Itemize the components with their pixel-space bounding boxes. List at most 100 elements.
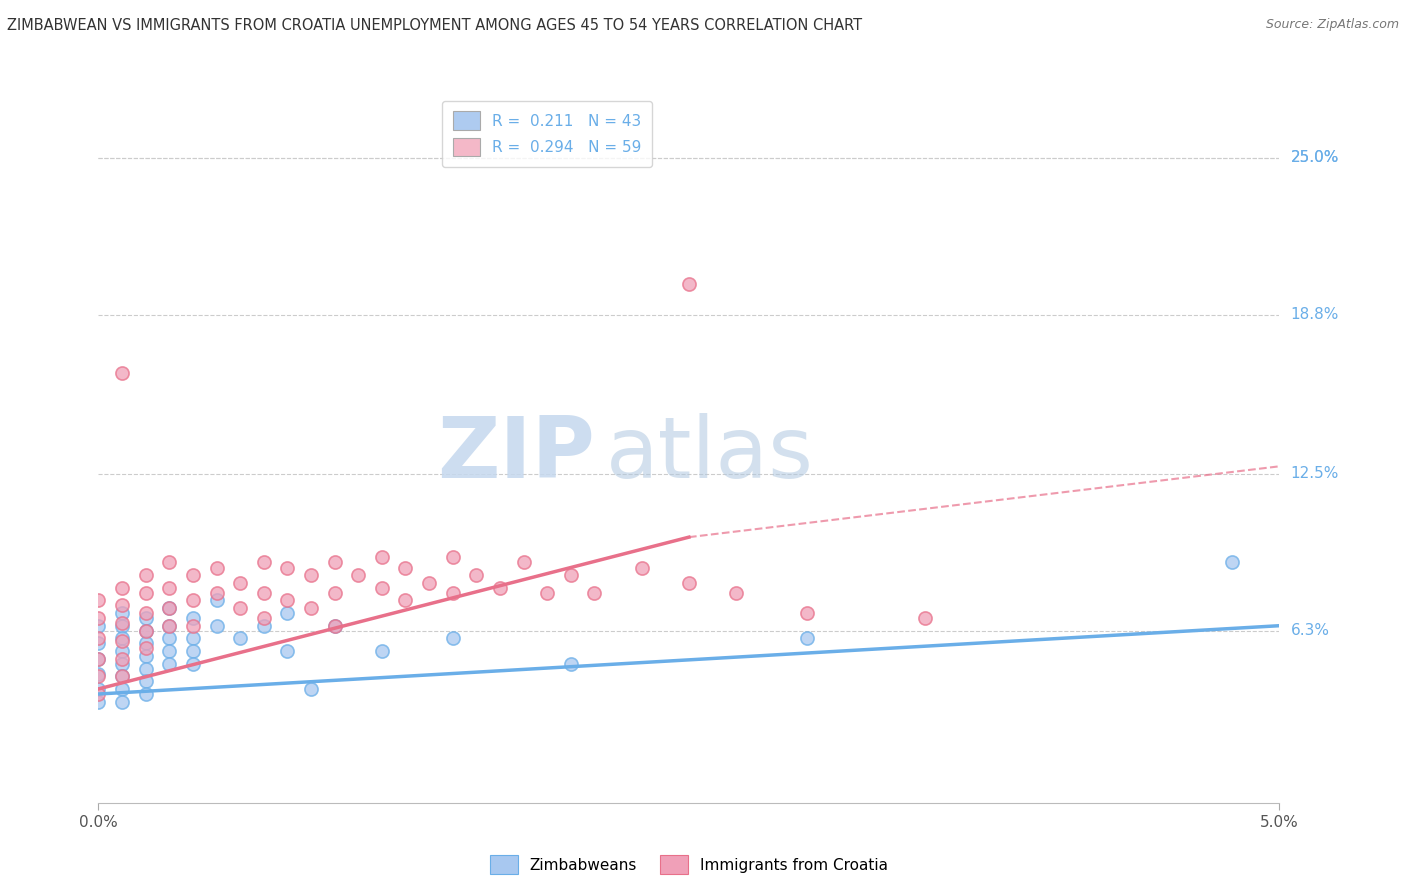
Point xyxy=(157,556,180,570)
Point xyxy=(87,632,110,646)
Point xyxy=(371,644,394,658)
Point xyxy=(135,641,157,656)
Point xyxy=(157,632,180,646)
Point xyxy=(135,611,157,625)
Point xyxy=(111,632,134,646)
Point xyxy=(181,632,204,646)
Point xyxy=(229,632,252,646)
Point xyxy=(87,651,110,665)
Point xyxy=(157,618,180,632)
Point xyxy=(181,644,204,658)
Point xyxy=(157,657,180,671)
Point xyxy=(253,586,276,600)
Point xyxy=(135,624,157,638)
Point xyxy=(87,681,110,696)
Point xyxy=(1220,556,1243,570)
Point xyxy=(418,575,440,590)
Point xyxy=(276,644,298,658)
Point xyxy=(111,669,134,683)
Point xyxy=(394,560,416,574)
Point xyxy=(299,681,322,696)
Point xyxy=(111,581,134,595)
Point xyxy=(135,636,157,650)
Point xyxy=(441,632,464,646)
Point xyxy=(205,560,228,574)
Text: 12.5%: 12.5% xyxy=(1291,467,1339,482)
Point xyxy=(253,618,276,632)
Point xyxy=(111,695,134,709)
Point xyxy=(205,618,228,632)
Point xyxy=(276,606,298,620)
Point xyxy=(323,556,346,570)
Point xyxy=(229,575,252,590)
Text: ZIMBABWEAN VS IMMIGRANTS FROM CROATIA UNEMPLOYMENT AMONG AGES 45 TO 54 YEARS COR: ZIMBABWEAN VS IMMIGRANTS FROM CROATIA UN… xyxy=(7,18,862,33)
Point xyxy=(441,550,464,565)
Point xyxy=(111,681,134,696)
Point xyxy=(560,657,582,671)
Point xyxy=(111,599,134,613)
Text: Source: ZipAtlas.com: Source: ZipAtlas.com xyxy=(1265,18,1399,31)
Point xyxy=(796,632,818,646)
Point xyxy=(181,657,204,671)
Point xyxy=(135,568,157,582)
Point xyxy=(323,586,346,600)
Point xyxy=(678,277,700,292)
Point xyxy=(157,618,180,632)
Point xyxy=(111,633,134,648)
Legend: Zimbabweans, Immigrants from Croatia: Zimbabweans, Immigrants from Croatia xyxy=(484,849,894,880)
Point xyxy=(111,651,134,665)
Text: 6.3%: 6.3% xyxy=(1291,624,1330,639)
Point xyxy=(914,611,936,625)
Text: ZIP: ZIP xyxy=(437,413,595,497)
Point xyxy=(181,618,204,632)
Point xyxy=(87,669,110,683)
Point xyxy=(135,648,157,663)
Legend: R =  0.211   N = 43, R =  0.294   N = 59: R = 0.211 N = 43, R = 0.294 N = 59 xyxy=(441,101,652,167)
Point xyxy=(253,556,276,570)
Text: 18.8%: 18.8% xyxy=(1291,307,1339,322)
Point xyxy=(276,593,298,607)
Point xyxy=(253,611,276,625)
Point xyxy=(560,568,582,582)
Point xyxy=(87,687,110,701)
Point xyxy=(205,593,228,607)
Point xyxy=(394,593,416,607)
Point xyxy=(299,568,322,582)
Point xyxy=(583,586,606,600)
Point xyxy=(465,568,488,582)
Point xyxy=(135,606,157,620)
Point xyxy=(441,586,464,600)
Point xyxy=(87,666,110,681)
Point xyxy=(111,618,134,632)
Point xyxy=(135,662,157,676)
Point xyxy=(323,618,346,632)
Point xyxy=(181,568,204,582)
Point xyxy=(135,624,157,638)
Point xyxy=(323,618,346,632)
Point xyxy=(135,674,157,689)
Point xyxy=(678,575,700,590)
Point xyxy=(536,586,558,600)
Point xyxy=(87,636,110,650)
Point xyxy=(111,669,134,683)
Point xyxy=(205,586,228,600)
Point xyxy=(181,611,204,625)
Point xyxy=(87,695,110,709)
Point xyxy=(111,606,134,620)
Point xyxy=(157,581,180,595)
Point xyxy=(157,644,180,658)
Point xyxy=(299,601,322,615)
Point xyxy=(276,560,298,574)
Point xyxy=(229,601,252,615)
Point xyxy=(371,550,394,565)
Text: atlas: atlas xyxy=(606,413,814,497)
Point xyxy=(87,611,110,625)
Text: 25.0%: 25.0% xyxy=(1291,150,1339,165)
Point xyxy=(111,616,134,631)
Text: 25.0%: 25.0% xyxy=(1291,150,1339,165)
Point xyxy=(157,601,180,615)
Point xyxy=(725,586,748,600)
Point xyxy=(87,593,110,607)
Point xyxy=(111,644,134,658)
Point xyxy=(371,581,394,595)
